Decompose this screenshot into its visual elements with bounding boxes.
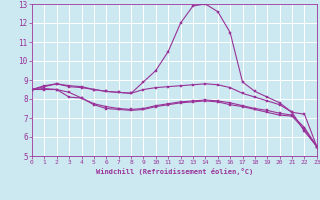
X-axis label: Windchill (Refroidissement éolien,°C): Windchill (Refroidissement éolien,°C)	[96, 168, 253, 175]
